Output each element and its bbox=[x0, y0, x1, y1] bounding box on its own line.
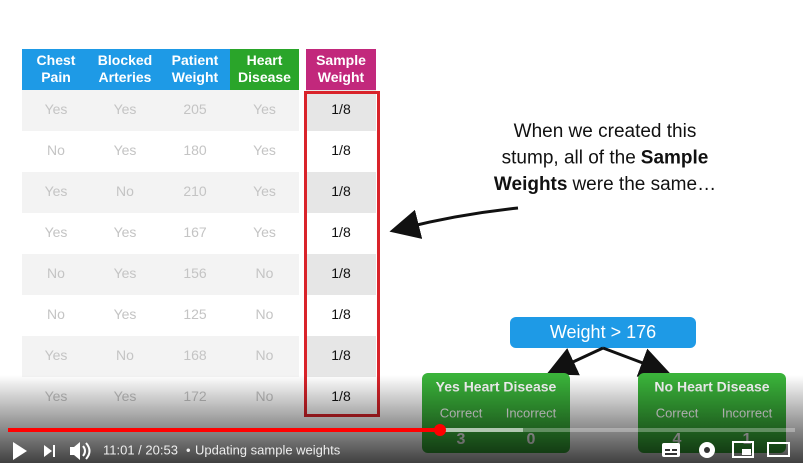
data-table: Yes Yes 205 Yes 1/8 No Yes 180 Yes 1/8 Yes No 210 Yes… bbox=[22, 49, 380, 418]
column-header: Patient Weight bbox=[172, 52, 219, 85]
annotation-line: stump, all of the Sample bbox=[502, 148, 709, 169]
weight-cell-bg bbox=[306, 254, 376, 295]
annotation-line: Weights were the same… bbox=[494, 174, 716, 195]
table-cell: 168 bbox=[183, 347, 207, 363]
table-cell: Yes bbox=[253, 224, 276, 240]
edge bbox=[602, 346, 671, 377]
annotation-text: When we created this bbox=[514, 121, 697, 142]
table-cell: 1/8 bbox=[331, 265, 351, 281]
volume-button[interactable] bbox=[70, 442, 91, 460]
table-cell: 125 bbox=[183, 306, 207, 322]
settings-button[interactable] bbox=[699, 442, 715, 458]
table-cell: 205 bbox=[183, 101, 207, 117]
table-cell: Yes bbox=[45, 347, 68, 363]
table-cell: Yes bbox=[114, 101, 137, 117]
table-cell: 156 bbox=[183, 265, 207, 281]
row-bg bbox=[22, 213, 299, 254]
table-cell: Yes bbox=[45, 101, 68, 117]
edge bbox=[546, 346, 604, 376]
column-header: Chest Pain bbox=[37, 52, 76, 85]
table-cell: Yes bbox=[114, 265, 137, 281]
captions-button[interactable] bbox=[662, 443, 680, 457]
table-cell: 1/8 bbox=[331, 101, 351, 117]
weight-cell-bg bbox=[306, 90, 376, 131]
miniplayer-button[interactable] bbox=[732, 441, 754, 458]
annotation-text: were the same… bbox=[571, 174, 716, 195]
weight-cell-bg bbox=[306, 131, 376, 172]
header-bg bbox=[160, 49, 230, 90]
column-header: Sample Weight bbox=[316, 52, 366, 85]
theater-button[interactable] bbox=[767, 442, 790, 457]
row-bg bbox=[22, 90, 299, 131]
table-cell: No bbox=[47, 306, 65, 322]
row-bg bbox=[22, 336, 299, 377]
annotation: When we created this stump, all of the Sam… bbox=[494, 121, 716, 195]
table-cell: 1/8 bbox=[331, 183, 351, 199]
table-cell: No bbox=[116, 347, 134, 363]
table-cell: Yes bbox=[253, 101, 276, 117]
annotation-text: stump, all of the bbox=[502, 148, 636, 169]
table-cell: 1/8 bbox=[331, 142, 351, 158]
root-node bbox=[510, 317, 696, 348]
table-cell: No bbox=[47, 265, 65, 281]
row-bg bbox=[22, 295, 299, 336]
table-cell: Yes bbox=[253, 142, 276, 158]
table-cell: 1/8 bbox=[331, 224, 351, 240]
table-cell: No bbox=[256, 347, 274, 363]
progress-scrubber[interactable] bbox=[434, 424, 446, 436]
time-display: 11:01 / 20:53 bbox=[103, 442, 178, 457]
table-cell: Yes bbox=[253, 183, 276, 199]
header-bg bbox=[22, 49, 90, 90]
table-cell: 210 bbox=[183, 183, 207, 199]
table-cell: Yes bbox=[114, 306, 137, 322]
header-bg bbox=[230, 49, 299, 90]
annotation-arrow bbox=[389, 206, 519, 239]
table-cell: No bbox=[256, 306, 274, 322]
progress-played bbox=[8, 428, 440, 432]
weight-cell-bg bbox=[306, 295, 376, 336]
weight-cell-bg bbox=[306, 172, 376, 213]
weight-cell-bg bbox=[306, 213, 376, 254]
table-cell: Yes bbox=[45, 224, 68, 240]
table-cell: Yes bbox=[45, 183, 68, 199]
table-cell: 180 bbox=[183, 142, 207, 158]
annotation-text: Sample bbox=[641, 148, 709, 169]
annotation-text: Weights bbox=[494, 174, 568, 195]
root-label: Weight > 176 bbox=[550, 322, 656, 342]
separator: • bbox=[186, 442, 191, 457]
table-cell: No bbox=[47, 142, 65, 158]
table-cell: Yes bbox=[114, 224, 137, 240]
column-header: Heart Disease bbox=[238, 52, 291, 85]
table-cell: 1/8 bbox=[331, 306, 351, 322]
table-cell: 167 bbox=[183, 224, 207, 240]
column-header: Blocked Arteries bbox=[98, 52, 152, 85]
annotation-line: When we created this bbox=[514, 121, 697, 142]
row-bg bbox=[22, 131, 299, 172]
header-bg bbox=[306, 49, 376, 90]
play-button[interactable] bbox=[13, 442, 27, 460]
row-bg bbox=[22, 254, 299, 295]
table-cell: 1/8 bbox=[331, 347, 351, 363]
next-button[interactable] bbox=[44, 445, 55, 457]
table-cell: No bbox=[116, 183, 134, 199]
table-cell: No bbox=[256, 265, 274, 281]
weight-cell-bg bbox=[306, 336, 376, 377]
row-bg bbox=[22, 172, 299, 213]
chapter-title[interactable]: Updating sample weights bbox=[195, 442, 341, 457]
header-bg bbox=[90, 49, 160, 90]
table-cell: Yes bbox=[114, 142, 137, 158]
